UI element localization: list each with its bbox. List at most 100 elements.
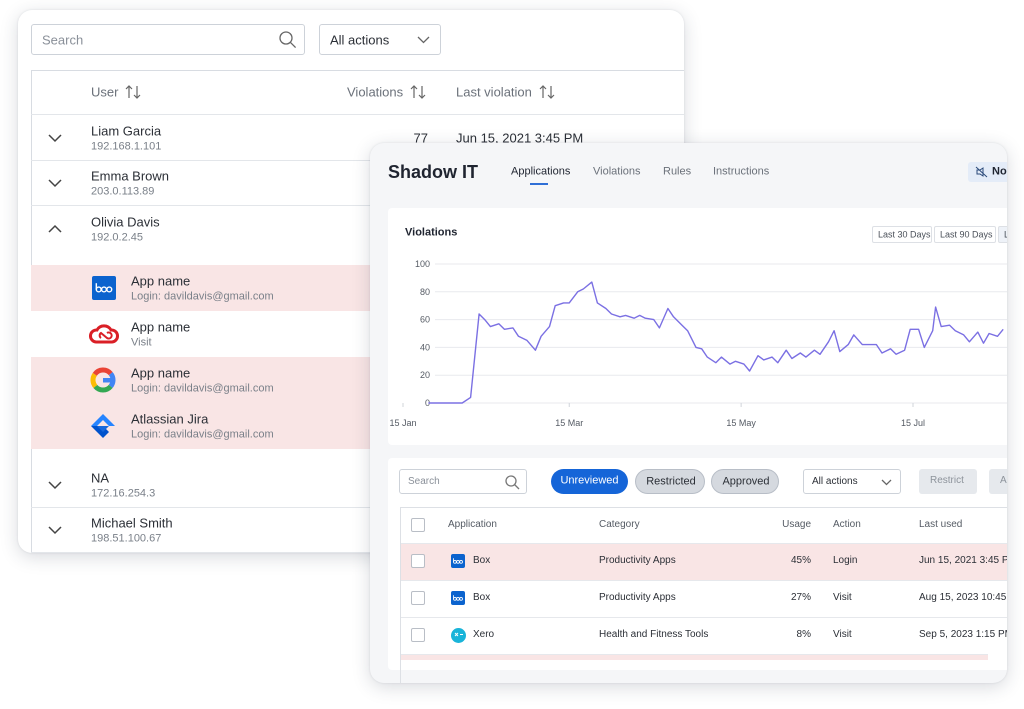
table-search[interactable]: Search xyxy=(399,469,527,494)
filter-label: Unreviewed xyxy=(560,474,619,487)
table-row xyxy=(401,617,1007,654)
range-button[interactable]: Last 90 Days xyxy=(934,226,996,243)
column-header: Last used xyxy=(919,519,963,530)
nav-tab[interactable]: Rules xyxy=(663,165,692,178)
search-lens xyxy=(279,31,293,45)
cc-inner xyxy=(98,331,113,340)
chevron xyxy=(48,134,62,143)
column-header: Last violation xyxy=(456,84,532,100)
search-lens xyxy=(505,475,517,487)
action: Login xyxy=(833,555,858,566)
chevron-down xyxy=(48,179,62,188)
column-header: Violations xyxy=(347,84,404,100)
dropdown-label: All actions xyxy=(330,32,390,48)
chevron xyxy=(48,224,62,233)
chevron xyxy=(48,481,62,490)
action-button[interactable]: Restrict xyxy=(919,469,977,494)
chevron xyxy=(48,526,62,535)
sort-icon xyxy=(539,85,555,99)
google-logo xyxy=(90,367,116,393)
status-filter[interactable]: Unreviewed xyxy=(551,469,628,494)
chevron xyxy=(417,36,430,44)
row-checkbox[interactable] xyxy=(411,628,425,642)
box-logo xyxy=(451,591,465,605)
sort-icon xyxy=(410,85,426,99)
column-header: Action xyxy=(833,519,861,530)
table-row xyxy=(401,580,1007,617)
action-button[interactable]: A xyxy=(989,469,1007,494)
notify-button[interactable]: No xyxy=(968,162,1007,182)
app-detail: Login: davildavis@gmail.com xyxy=(131,428,274,441)
app-name: App name xyxy=(131,273,191,289)
app-name: Box xyxy=(473,592,491,603)
creative-cloud-logo xyxy=(89,324,119,344)
xero-bg xyxy=(451,628,466,643)
status-filter[interactable]: Restricted xyxy=(635,469,705,494)
app-name: App name xyxy=(131,365,191,381)
header-divider xyxy=(31,114,684,115)
box-bg xyxy=(451,554,465,568)
app-detail: Login: davildavis@gmail.com xyxy=(131,382,274,395)
filter-label: Restricted xyxy=(646,475,696,488)
range-label: L xyxy=(1004,229,1007,240)
dropdown-label: All actions xyxy=(812,476,858,487)
range-button[interactable]: L xyxy=(998,226,1007,243)
search-input[interactable]: Search xyxy=(31,24,305,55)
xero-mark xyxy=(454,632,463,637)
google-arc xyxy=(92,367,113,376)
user-ip: 203.0.113.89 xyxy=(91,185,155,198)
action-dropdown[interactable]: All actions xyxy=(803,469,901,494)
nav-tab[interactable]: Applications xyxy=(511,165,571,178)
action: Visit xyxy=(833,629,852,640)
chevron xyxy=(881,479,892,486)
active-tab-underline xyxy=(530,183,548,185)
user-name: NA xyxy=(91,470,110,486)
button-label: A xyxy=(1000,475,1007,486)
chevron-down xyxy=(881,479,892,486)
box-logo xyxy=(92,276,116,300)
chevron-down xyxy=(417,36,430,44)
nav-tab[interactable]: Violations xyxy=(593,165,641,178)
row-checkbox[interactable] xyxy=(411,554,425,568)
last-used: Aug 15, 2023 10:45 xyxy=(919,592,1007,603)
box-mark xyxy=(459,560,463,564)
box-bg xyxy=(451,591,465,605)
button-label: Restrict xyxy=(930,475,964,486)
xero-logo xyxy=(451,628,466,643)
action: Visit xyxy=(833,592,852,603)
search-placeholder: Search xyxy=(408,476,440,487)
usage: 8% xyxy=(796,629,811,640)
row-checkbox[interactable] xyxy=(411,591,425,605)
user-name: Michael Smith xyxy=(91,515,173,531)
sort-icon xyxy=(125,85,141,99)
google-bar xyxy=(103,378,114,383)
row-divider xyxy=(31,160,684,161)
chevron-down xyxy=(48,526,62,535)
table-row xyxy=(401,543,1007,580)
user-ip: 192.168.1.101 xyxy=(91,140,162,153)
box-bg xyxy=(92,276,116,300)
usage: 45% xyxy=(790,555,811,566)
mute-icon xyxy=(975,166,988,178)
chart-title: Violations xyxy=(405,226,458,239)
app-name: Box xyxy=(473,555,491,566)
user-name: Emma Brown xyxy=(91,168,170,184)
chevron-down xyxy=(48,481,62,490)
app-name: Xero xyxy=(473,629,495,640)
box-mark xyxy=(106,286,113,293)
last-violation: Jun 15, 2021 3:45 PM xyxy=(456,130,584,146)
usage: 27% xyxy=(790,592,811,603)
range-label: Last 90 Days xyxy=(940,229,993,240)
row-checkbox[interactable] xyxy=(411,518,425,532)
jira-logo xyxy=(91,414,115,438)
status-filter[interactable]: Approved xyxy=(711,469,779,494)
app-detail: Visit xyxy=(131,336,152,349)
user-ip: 198.51.100.67 xyxy=(91,532,162,545)
table-row-partial xyxy=(401,654,988,660)
range-button[interactable]: Last 30 Days xyxy=(872,226,932,243)
jira-mid xyxy=(97,426,109,432)
action-dropdown[interactable]: All actions xyxy=(319,24,441,55)
box-logo xyxy=(451,554,465,568)
app-detail: Login: davildavis@gmail.com xyxy=(131,290,274,303)
nav-tab[interactable]: Instructions xyxy=(713,165,770,178)
